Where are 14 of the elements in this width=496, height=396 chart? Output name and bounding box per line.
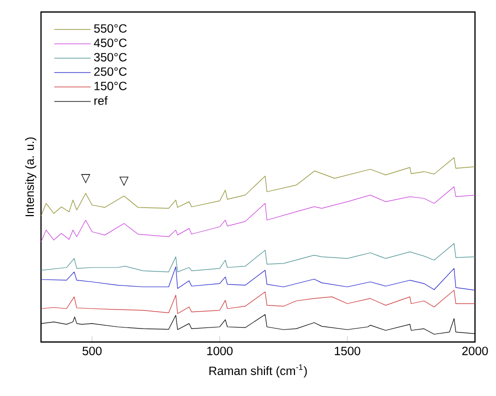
- annotation: ▽: [119, 176, 129, 186]
- legend-label: 450°C: [94, 38, 127, 48]
- x-tick-label: 1000: [207, 346, 233, 356]
- x-tick-label: 2000: [462, 346, 488, 356]
- x-tick-label: 500: [82, 346, 102, 356]
- annotation: ▽: [81, 174, 90, 184]
- legend-label: ref: [94, 96, 108, 105]
- legend-label: 250°C: [94, 67, 127, 76]
- legend-label: 350°C: [94, 52, 127, 62]
- y-axis-title: Intensity (a. u.): [25, 137, 36, 216]
- x-axis-title: Raman shift (cm$^{-1}$): [209, 364, 307, 378]
- legend-label: 550°C: [94, 24, 127, 33]
- x-tick-label: 1500: [334, 346, 360, 356]
- legend-label: 150°C: [94, 82, 127, 90]
